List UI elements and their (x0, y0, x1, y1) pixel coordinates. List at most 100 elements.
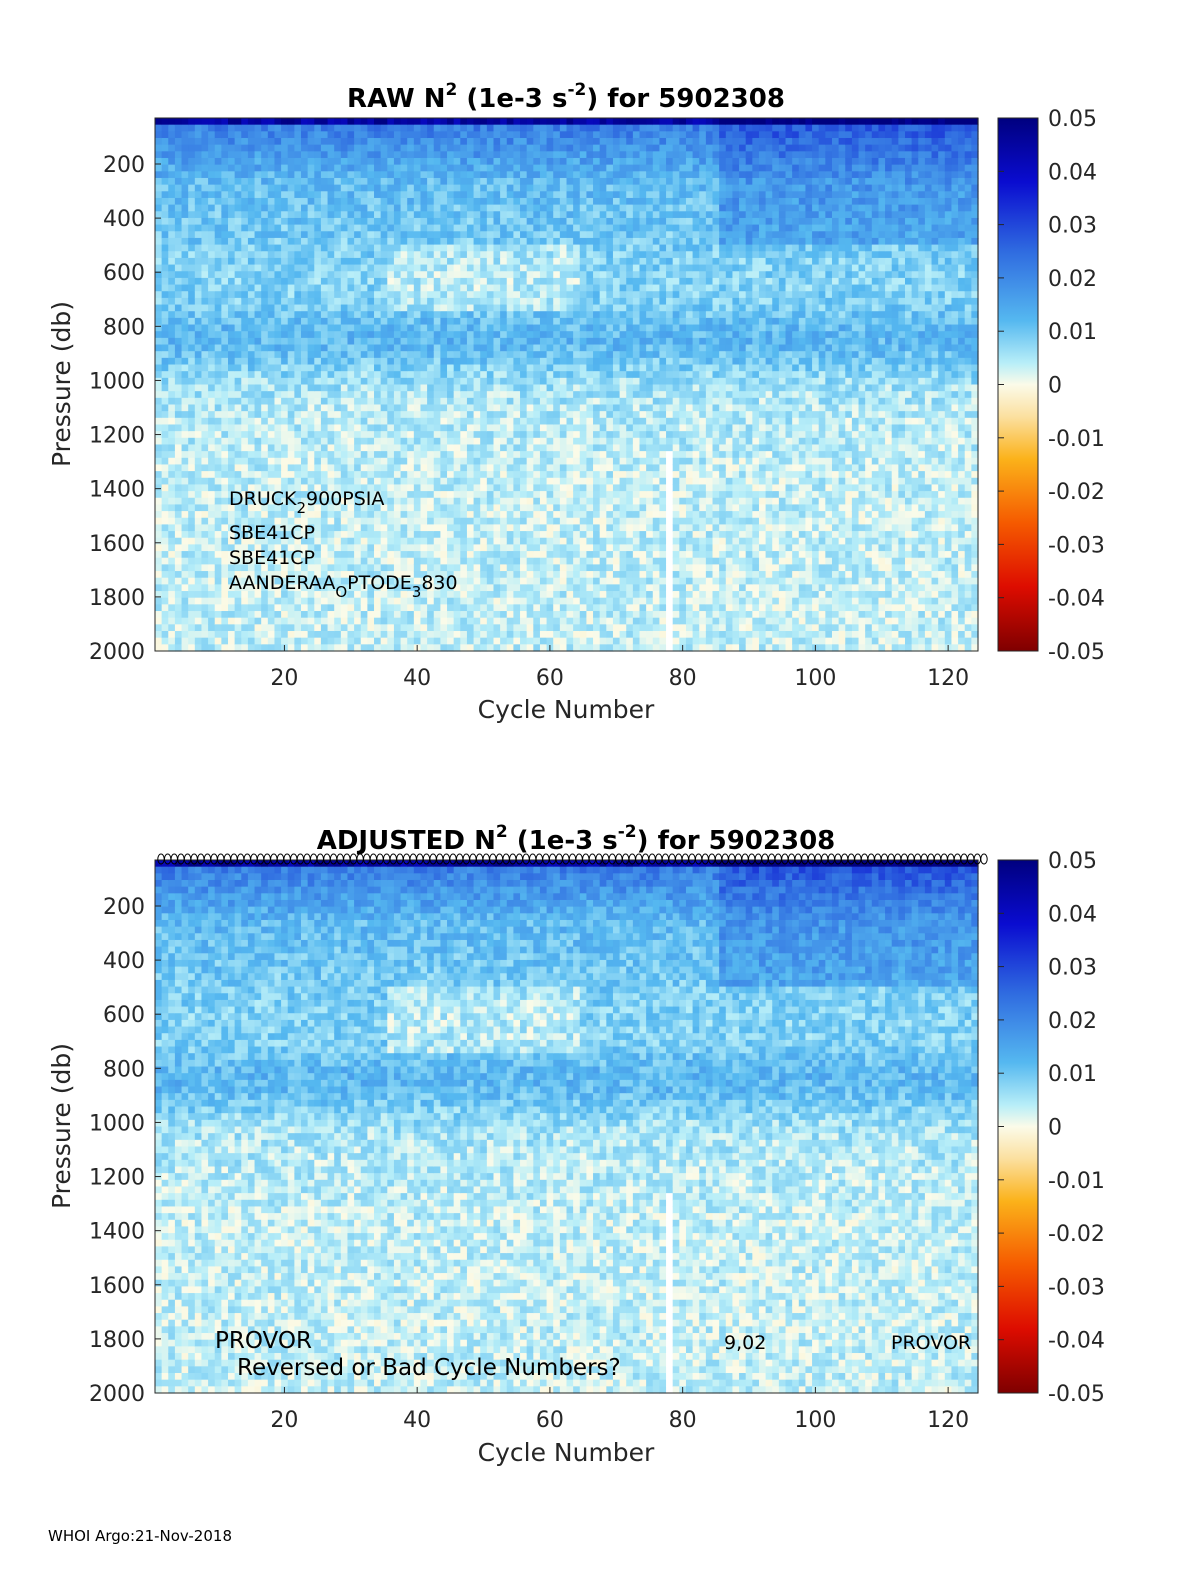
heatmap-cell (195, 591, 202, 598)
heatmap-cell (221, 265, 228, 272)
heatmap-cell (547, 518, 554, 525)
heatmap-cell (533, 444, 540, 451)
heatmap-cell (520, 258, 527, 265)
heatmap-cell (228, 258, 235, 265)
heatmap-cell (294, 125, 301, 132)
heatmap-cell (500, 358, 507, 365)
heatmap-cell (401, 245, 408, 252)
heatmap-cell (440, 385, 447, 392)
heatmap-cell (427, 504, 434, 511)
heatmap-cell (314, 631, 321, 638)
heatmap-cell (294, 618, 301, 625)
heatmap-cell (215, 638, 222, 645)
heatmap-cell (321, 378, 328, 385)
heatmap-cell (208, 504, 215, 511)
heatmap-cell (215, 205, 222, 212)
heatmap-cell (520, 624, 527, 631)
heatmap-cell (553, 458, 560, 465)
heatmap-cell (507, 365, 514, 372)
heatmap-cell (188, 538, 195, 545)
heatmap-cell (201, 138, 208, 145)
heatmap-cell (513, 158, 520, 165)
heatmap-cell (288, 205, 295, 212)
heatmap-cell (460, 165, 467, 172)
heatmap-cell (175, 578, 182, 585)
heatmap-cell (321, 604, 328, 611)
heatmap-cell (361, 158, 368, 165)
heatmap-cell (500, 478, 507, 485)
heatmap-cell (294, 391, 301, 398)
heatmap-cell (155, 225, 162, 232)
heatmap-cell (175, 338, 182, 345)
heatmap-cell (361, 424, 368, 431)
heatmap-cell (334, 205, 341, 212)
heatmap-cell (162, 291, 169, 298)
heatmap-cell (334, 211, 341, 218)
heatmap-cell (328, 285, 335, 292)
heatmap-cell (560, 231, 567, 238)
heatmap-cell (221, 345, 228, 352)
heatmap-cell (255, 225, 262, 232)
heatmap-cell (407, 484, 414, 491)
heatmap-cell (507, 331, 514, 338)
heatmap-cell (268, 145, 275, 152)
heatmap-cell (553, 391, 560, 398)
heatmap-cell (221, 564, 228, 571)
heatmap-cell (215, 251, 222, 258)
heatmap-cell (308, 345, 315, 352)
heatmap-cell (294, 211, 301, 218)
heatmap-cell (434, 331, 441, 338)
heatmap-cell (328, 378, 335, 385)
heatmap-cell (533, 265, 540, 272)
heatmap-cell (188, 478, 195, 485)
heatmap-cell (467, 225, 474, 232)
heatmap-cell (414, 365, 421, 372)
heatmap-cell (288, 231, 295, 238)
heatmap-cell (374, 471, 381, 478)
heatmap-cell (301, 611, 308, 618)
heatmap-cell (321, 218, 328, 225)
heatmap-cell (162, 218, 169, 225)
heatmap-cell (261, 331, 268, 338)
heatmap-cell (560, 591, 567, 598)
heatmap-cell (401, 225, 408, 232)
heatmap-cell (182, 351, 189, 358)
heatmap-cell (201, 205, 208, 212)
heatmap-cell (334, 305, 341, 312)
heatmap-cell (268, 165, 275, 172)
heatmap-cell (533, 458, 540, 465)
heatmap-cell (155, 478, 162, 485)
heatmap-cell (520, 504, 527, 511)
heatmap-cell (281, 458, 288, 465)
heatmap-cell (420, 464, 427, 471)
heatmap-cell (354, 125, 361, 132)
heatmap-cell (507, 285, 514, 292)
heatmap-cell (301, 271, 308, 278)
heatmap-cell (387, 411, 394, 418)
heatmap-cell (381, 431, 388, 438)
heatmap-cell (195, 518, 202, 525)
heatmap-cell (487, 531, 494, 538)
heatmap-cell (440, 624, 447, 631)
heatmap-cell (308, 378, 315, 385)
heatmap-cell (487, 604, 494, 611)
heatmap-cell (314, 265, 321, 272)
heatmap-cell (255, 251, 262, 258)
heatmap-cell (221, 558, 228, 565)
heatmap-cell (208, 638, 215, 645)
heatmap-cell (162, 385, 169, 392)
heatmap-cell (208, 624, 215, 631)
heatmap-cell (374, 138, 381, 145)
heatmap-cell (155, 291, 162, 298)
heatmap-cell (493, 185, 500, 192)
heatmap-cell (255, 231, 262, 238)
heatmap-cell (308, 325, 315, 332)
heatmap-cell (201, 185, 208, 192)
heatmap-cell (367, 598, 374, 605)
heatmap-cell (341, 298, 348, 305)
heatmap-cell (175, 358, 182, 365)
heatmap-cell (321, 618, 328, 625)
heatmap-cell (241, 311, 248, 318)
heatmap-cell (434, 431, 441, 438)
heatmap-cell (235, 191, 242, 198)
